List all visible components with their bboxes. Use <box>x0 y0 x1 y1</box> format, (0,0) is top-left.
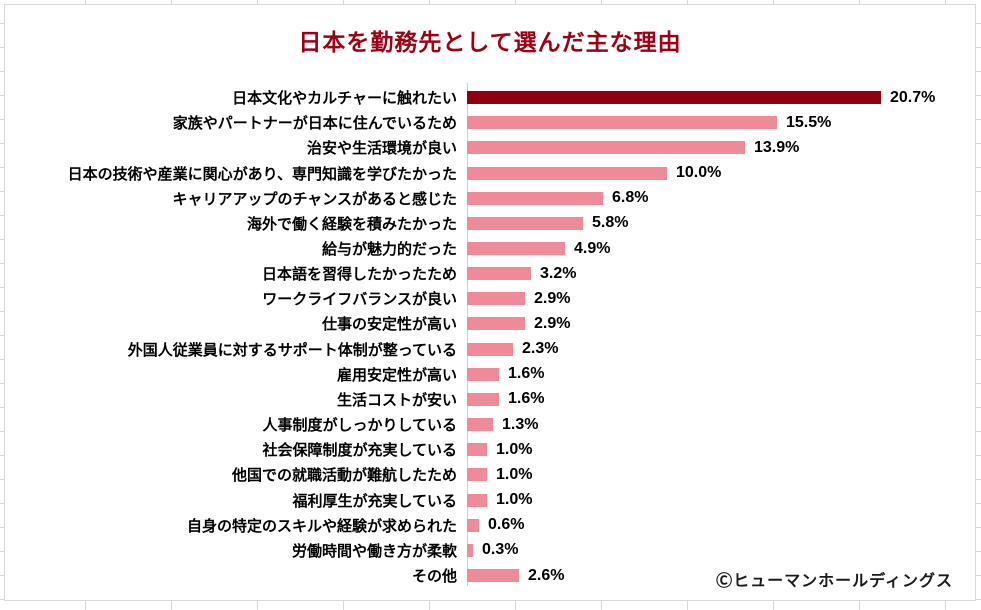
category-label: 日本文化やカルチャーに触れたい <box>232 90 457 108</box>
category-label: その他 <box>411 568 457 586</box>
bar <box>467 443 487 457</box>
bar-row: 社会保障制度が充実している 1.0% <box>5 437 965 462</box>
bar <box>467 317 525 331</box>
bar <box>467 418 493 432</box>
category-label: 外国人従業員に対するサポート体制が整っている <box>127 341 457 359</box>
copyright-label: Ⓒヒューマンホールディングス <box>716 573 953 590</box>
value-label: 1.0% <box>496 440 533 458</box>
value-label: 2.9% <box>534 314 571 332</box>
bar-chart-object[interactable]: 日本を勤務先として選んだ主な理由 日本文化やカルチャーに触れたい 20.7% 家族や… <box>4 4 976 601</box>
value-label: 0.3% <box>482 541 519 559</box>
bar-row: 生活コストが安い 1.6% <box>5 387 965 412</box>
bar <box>467 493 487 507</box>
value-label: 1.0% <box>496 491 533 509</box>
plot-area: 日本文化やカルチャーに触れたい 20.7% 家族やパートナーが日本に住んでいるため 1… <box>5 85 965 588</box>
chart-title: 日本を勤務先として選んだ主な理由 <box>298 29 682 55</box>
category-label: キャリアアップのチャンスがあると感じた <box>172 190 457 208</box>
bar <box>467 242 565 256</box>
bar <box>467 292 525 306</box>
value-label: 5.8% <box>592 214 629 232</box>
bar <box>467 166 667 180</box>
value-label: 10.0% <box>676 164 722 182</box>
bar-row: 日本語を習得したかったため 3.2% <box>5 261 965 286</box>
value-label: 15.5% <box>786 113 832 131</box>
bar <box>467 141 745 155</box>
category-axis-line <box>467 83 468 586</box>
category-label: 日本語を習得したかったため <box>261 266 457 284</box>
value-label: 3.2% <box>540 264 577 282</box>
bar-row: その他 2.6% <box>5 563 965 588</box>
bar-row: 給与が魅力的だった 4.9% <box>5 236 965 261</box>
bar-row: 福利厚生が充実している 1.0% <box>5 488 965 513</box>
bar-row: ワークライフバランスが良い 2.9% <box>5 286 965 311</box>
value-label: 1.0% <box>496 465 533 483</box>
bar <box>467 342 513 356</box>
value-label: 1.6% <box>508 365 545 383</box>
category-label: 日本の技術や産業に関心があり、専門知識を学びたかった <box>67 165 457 183</box>
category-label: 家族やパートナーが日本に住んでいるため <box>172 115 457 133</box>
value-label: 20.7% <box>890 88 936 106</box>
category-label: 生活コストが安い <box>336 391 457 409</box>
value-label: 4.9% <box>574 239 611 257</box>
value-label: 2.3% <box>522 340 559 358</box>
category-label: 他国での就職活動が難航したため <box>231 467 457 485</box>
bar-row: 日本文化やカルチャーに触れたい 20.7% <box>5 85 965 110</box>
bar-row: 雇用安定性が高い 1.6% <box>5 362 965 387</box>
category-label: 人事制度がしっかりしている <box>262 417 457 435</box>
bar <box>467 367 499 381</box>
bar <box>467 569 519 583</box>
bar <box>467 91 881 105</box>
bar-row: 労働時間や働き方が柔軟 0.3% <box>5 538 965 563</box>
category-label: 福利厚生が充実している <box>292 492 457 510</box>
category-label: 給与が魅力的だった <box>321 241 457 259</box>
bar-row: 家族やパートナーが日本に住んでいるため 15.5% <box>5 110 965 135</box>
bar <box>467 518 479 532</box>
bar <box>467 191 603 205</box>
bar-row: 人事制度がしっかりしている 1.3% <box>5 412 965 437</box>
value-label: 1.6% <box>508 390 545 408</box>
value-label: 2.9% <box>534 289 571 307</box>
bar-row: 自身の特定のスキルや経験が求められた 0.6% <box>5 513 965 538</box>
bar-row: 日本の技術や産業に関心があり、専門知識を学びたかった 10.0% <box>5 160 965 185</box>
category-label: 雇用安定性が高い <box>336 366 457 384</box>
bar <box>467 116 777 130</box>
category-label: ワークライフバランスが良い <box>262 291 457 309</box>
category-label: 自身の特定のスキルや経験が求められた <box>186 517 457 535</box>
bar-row: 他国での就職活動が難航したため 1.0% <box>5 462 965 487</box>
value-label: 6.8% <box>612 189 649 207</box>
value-label: 13.9% <box>754 138 800 156</box>
bar <box>467 468 487 482</box>
category-label: 海外で働く経験を積みたかった <box>246 215 457 233</box>
bar <box>467 216 583 230</box>
category-label: 治安や生活環境が良い <box>306 140 457 158</box>
bar-row: 治安や生活環境が良い 13.9% <box>5 135 965 160</box>
value-label: 2.6% <box>528 566 565 584</box>
bar-row: 仕事の安定性が高い 2.9% <box>5 311 965 336</box>
category-label: 労働時間や働き方が柔軟 <box>291 542 457 560</box>
category-label: 社会保障制度が充実している <box>262 442 457 460</box>
value-label: 0.6% <box>488 516 525 534</box>
bar <box>467 392 499 406</box>
bar <box>467 267 531 281</box>
bar <box>467 543 473 557</box>
value-label: 1.3% <box>502 415 539 433</box>
bar-row: 外国人従業員に対するサポート体制が整っている 2.3% <box>5 337 965 362</box>
bar-row: キャリアアップのチャンスがあると感じた 6.8% <box>5 186 965 211</box>
bar-row: 海外で働く経験を積みたかった 5.8% <box>5 211 965 236</box>
category-label: 仕事の安定性が高い <box>321 316 457 334</box>
